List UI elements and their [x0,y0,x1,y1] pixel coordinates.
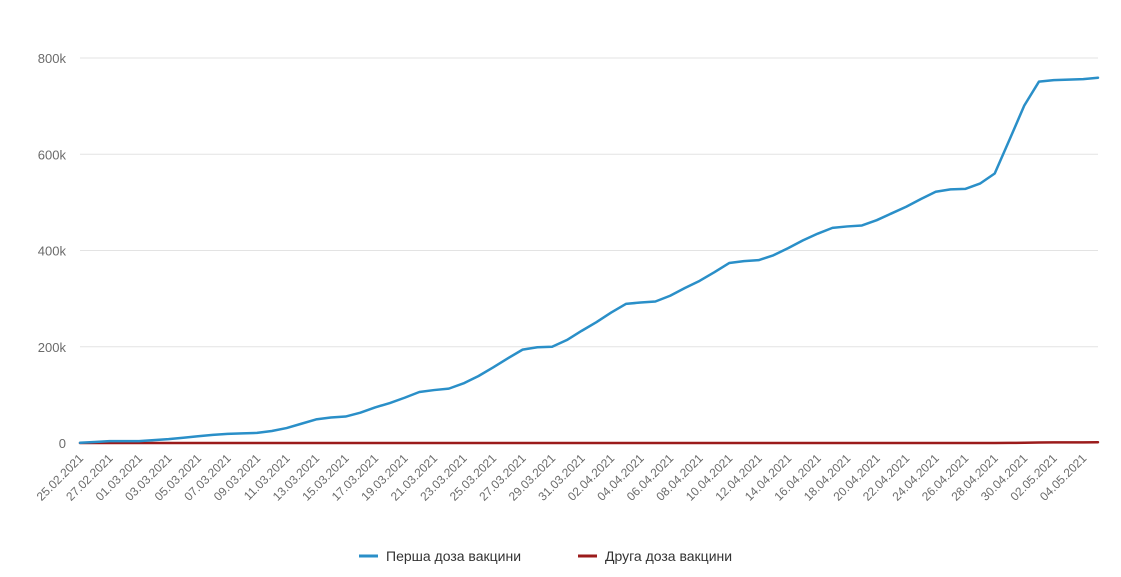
x-axis: 25.02.202127.02.202101.03.202103.03.2021… [34,451,1090,504]
y-tick-label: 400k [38,244,67,259]
y-tick-label: 800k [38,51,67,66]
series-line-second-dose [78,441,1100,445]
legend-item-first-dose[interactable]: Перша доза вакцини [359,548,521,564]
y-axis: 0 200k 400k 600k 800k [38,51,67,451]
legend: Перша доза вакцини Друга доза вакцини [359,548,732,564]
y-tick-label: 0 [59,436,66,451]
grid-lines [80,57,1098,444]
y-tick-label: 600k [38,147,67,162]
series-line-first-dose [78,76,1100,445]
series-layer [78,76,1100,445]
legend-item-second-dose[interactable]: Друга доза вакцини [578,548,732,564]
y-tick-label: 200k [38,340,67,355]
legend-label-second-dose: Друга доза вакцини [605,548,732,564]
legend-label-first-dose: Перша доза вакцини [386,548,521,564]
